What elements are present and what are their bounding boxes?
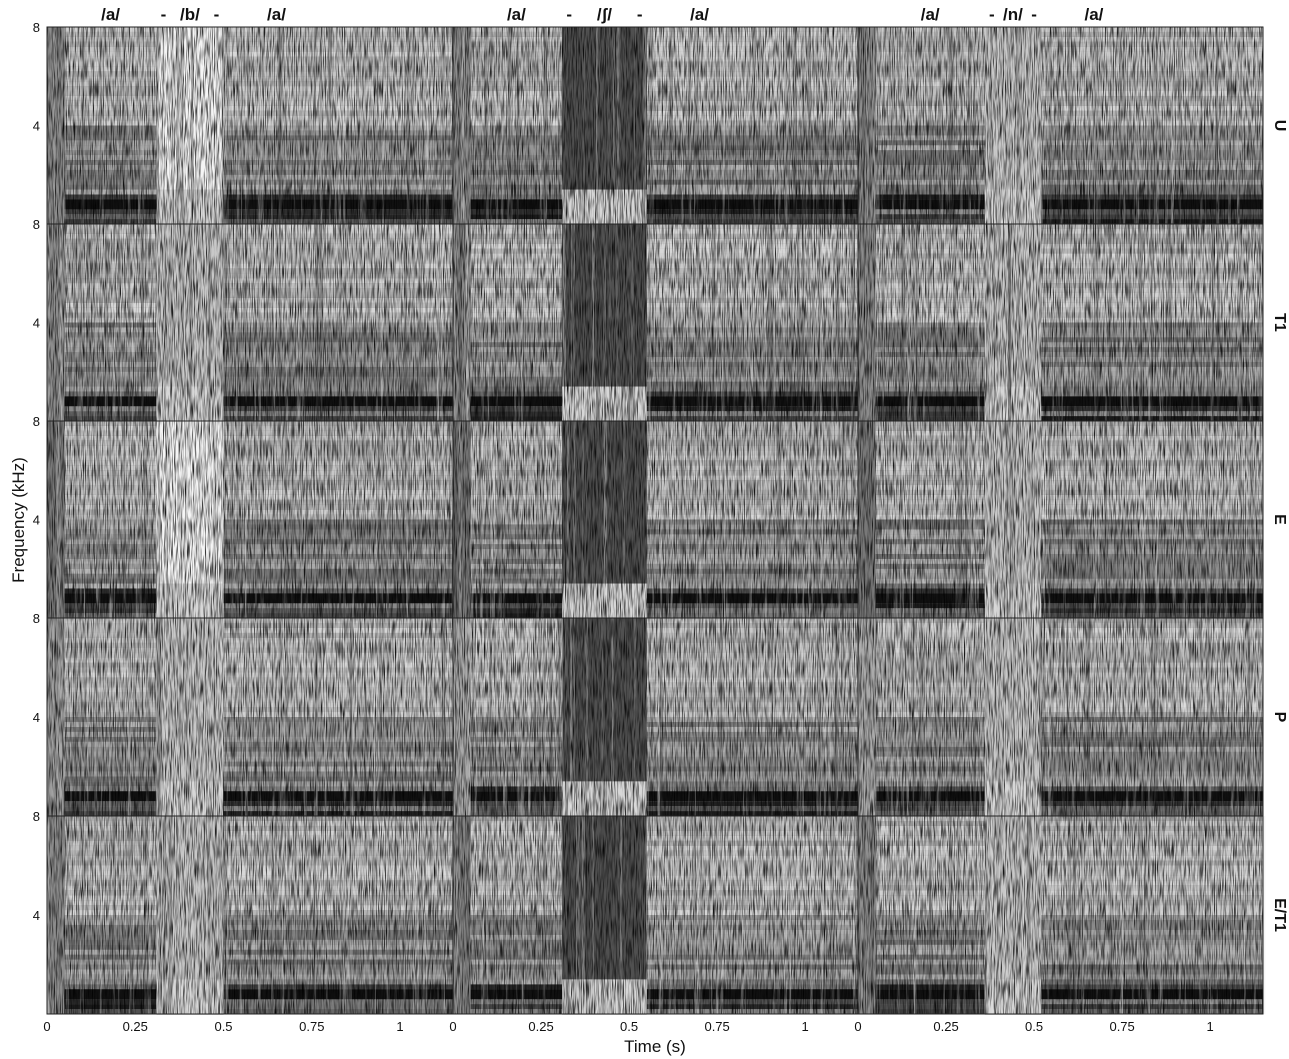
- y-tick-label-8: 8: [33, 611, 40, 626]
- phoneme-label-1-2: -: [161, 5, 167, 24]
- phoneme-label-3-1: /a/: [921, 5, 940, 24]
- y-tick-label-8: 8: [33, 809, 40, 824]
- phoneme-label-3-5: /a/: [1085, 5, 1104, 24]
- row-label-p: P: [1271, 712, 1288, 723]
- x-tick-label: 0.5: [1025, 1019, 1043, 1034]
- y-tick-label-8: 8: [33, 217, 40, 232]
- spectrogram-panel-e-1: [46, 420, 455, 619]
- spectrogram-panel-t1-3: [857, 223, 1264, 422]
- row-label-t1: T1: [1271, 313, 1288, 332]
- spectrogram-panel-p-2: [452, 617, 859, 817]
- y-tick-label-4: 4: [33, 908, 40, 923]
- spectrogram-panel-e-t1-2: [452, 815, 859, 1015]
- spectrogram-panel-p-1: [46, 617, 456, 817]
- x-tick-label: 1: [396, 1019, 403, 1034]
- y-tick-label-4: 4: [33, 513, 40, 528]
- phoneme-label-2-2: -: [566, 5, 572, 24]
- x-tick-label: 0.75: [299, 1019, 324, 1034]
- x-tick-label: 0: [854, 1019, 861, 1034]
- spectrogram-panel-u-3: [857, 26, 1264, 225]
- x-tick-label: 0.5: [620, 1019, 638, 1034]
- x-tick-label: 0.25: [933, 1019, 958, 1034]
- spectrogram-panel-t1-1: [46, 223, 454, 422]
- x-tick-label: 0.75: [704, 1019, 729, 1034]
- y-tick-label-4: 4: [33, 316, 40, 331]
- x-tick-label: 0: [43, 1019, 50, 1034]
- phoneme-label-3-3: /n/: [1003, 5, 1023, 24]
- phoneme-label-1-4: -: [214, 5, 220, 24]
- phoneme-label-2-4: -: [637, 5, 643, 24]
- row-label-e-t1: E/T1: [1271, 898, 1288, 932]
- spectrogram-panel-u-2: [452, 26, 859, 225]
- spectrogram-panel-u-1: [46, 26, 455, 225]
- x-tick-label: 0: [449, 1019, 456, 1034]
- y-tick-label-4: 4: [33, 710, 40, 725]
- x-tick-label: 0.25: [528, 1019, 553, 1034]
- x-tick-label: 1: [802, 1019, 809, 1034]
- x-tick-label: 0.5: [214, 1019, 232, 1034]
- panel-grid: [46, 26, 1266, 1015]
- y-tick-label-4: 4: [33, 119, 40, 134]
- y-tick-label-8: 8: [33, 20, 40, 35]
- row-label-e: E: [1271, 514, 1288, 525]
- row-label-u: U: [1271, 120, 1288, 132]
- x-tick-label: 0.25: [123, 1019, 148, 1034]
- phoneme-label-2-5: /a/: [690, 5, 709, 24]
- phoneme-label-2-1: /a/: [507, 5, 526, 24]
- phoneme-label-3-4: -: [1031, 5, 1037, 24]
- spectrogram-panel-e-2: [452, 420, 859, 619]
- phoneme-label-1-5: /a/: [267, 5, 286, 24]
- x-tick-label: 1: [1207, 1019, 1214, 1034]
- phoneme-label-1-1: /a/: [101, 5, 120, 24]
- y-tick-label-8: 8: [33, 414, 40, 429]
- y-axis-label: Frequency (kHz): [9, 457, 28, 583]
- spectrogram-panel-p-3: [857, 617, 1264, 817]
- spectrogram-panel-e-3: [857, 420, 1264, 619]
- spectrogram-panel-e-t1-1: [46, 815, 454, 1015]
- x-tick-label: 0.75: [1109, 1019, 1134, 1034]
- spectrogram-panel-e-t1-3: [857, 815, 1266, 1015]
- phoneme-label-3-2: -: [989, 5, 995, 24]
- phoneme-label-2-3: /ʃ/: [597, 5, 612, 24]
- spectrogram-panel-t1-2: [452, 223, 859, 422]
- x-axis-label: Time (s): [624, 1037, 686, 1056]
- phoneme-label-1-3: /b/: [180, 5, 200, 24]
